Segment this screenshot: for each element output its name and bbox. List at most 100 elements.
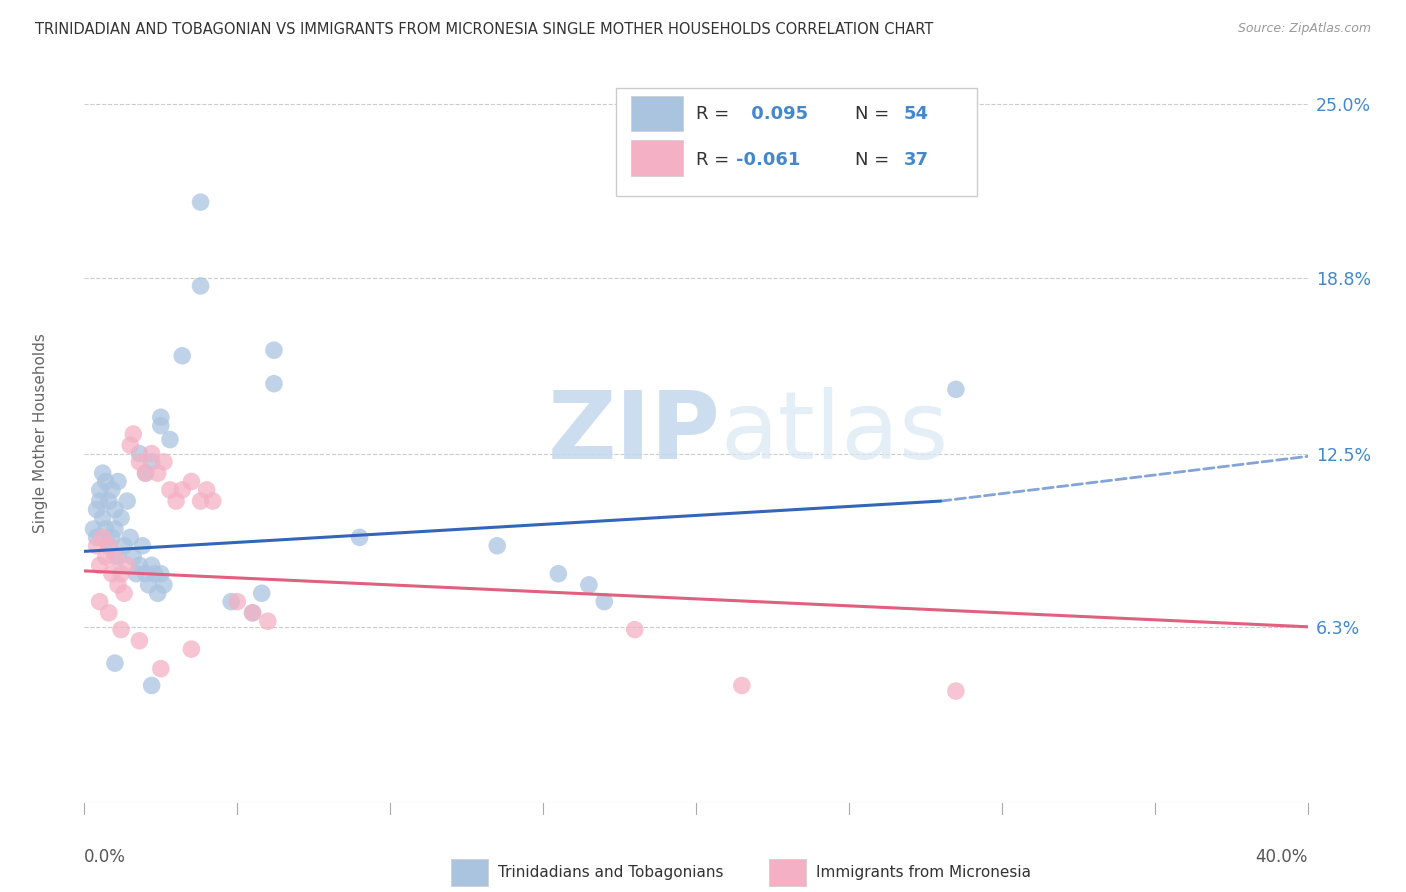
Point: [486, 539, 509, 553]
Point: [149, 662, 172, 676]
Point: [141, 558, 163, 573]
Point: [190, 494, 212, 508]
Point: [101, 483, 124, 497]
Point: [180, 475, 202, 489]
Point: [115, 558, 138, 573]
Point: [141, 455, 163, 469]
Point: [146, 466, 169, 480]
Point: [159, 483, 181, 497]
Point: [107, 549, 129, 564]
Text: R =: R =: [696, 151, 735, 169]
Text: 0.095: 0.095: [745, 104, 808, 122]
Point: [110, 566, 132, 581]
Text: ZIP: ZIP: [547, 386, 720, 479]
Point: [107, 475, 129, 489]
Text: N =: N =: [855, 151, 896, 169]
Point: [547, 566, 569, 581]
Point: [97, 606, 120, 620]
Point: [128, 633, 150, 648]
Point: [945, 382, 967, 396]
Point: [135, 566, 157, 581]
Point: [201, 494, 224, 508]
Point: [128, 455, 150, 469]
Point: [112, 586, 135, 600]
Point: [190, 195, 212, 210]
Text: Trinidadians and Tobagonians: Trinidadians and Tobagonians: [498, 865, 723, 880]
Point: [91, 466, 114, 480]
Point: [250, 586, 273, 600]
Point: [91, 530, 114, 544]
Point: [141, 678, 163, 692]
Point: [195, 483, 218, 497]
Point: [135, 466, 157, 480]
Point: [180, 642, 202, 657]
Point: [153, 578, 176, 592]
Point: [110, 623, 132, 637]
Point: [257, 614, 280, 628]
Text: R =: R =: [696, 104, 735, 122]
Point: [593, 594, 616, 608]
Point: [263, 343, 285, 358]
Point: [349, 530, 371, 544]
Point: [101, 566, 124, 581]
FancyBboxPatch shape: [631, 140, 682, 176]
Point: [172, 349, 194, 363]
Point: [172, 483, 194, 497]
Point: [89, 483, 111, 497]
Point: [190, 279, 212, 293]
Point: [115, 494, 138, 508]
Point: [104, 502, 127, 516]
Point: [94, 475, 117, 489]
Point: [624, 623, 647, 637]
Point: [131, 539, 153, 553]
Point: [101, 530, 124, 544]
Point: [94, 549, 117, 564]
Text: Source: ZipAtlas.com: Source: ZipAtlas.com: [1237, 22, 1371, 36]
Point: [242, 606, 264, 620]
Text: TRINIDADIAN AND TOBAGONIAN VS IMMIGRANTS FROM MICRONESIA SINGLE MOTHER HOUSEHOLD: TRINIDADIAN AND TOBAGONIAN VS IMMIGRANTS…: [35, 22, 934, 37]
FancyBboxPatch shape: [769, 859, 806, 886]
Point: [110, 511, 132, 525]
Point: [125, 566, 148, 581]
Text: Single Mother Households: Single Mother Households: [32, 333, 48, 533]
Point: [731, 678, 754, 692]
Text: 0.0%: 0.0%: [84, 847, 127, 865]
Text: atlas: atlas: [720, 386, 949, 479]
Text: 37: 37: [904, 151, 929, 169]
Text: 40.0%: 40.0%: [1256, 847, 1308, 865]
Point: [153, 455, 176, 469]
Point: [104, 522, 127, 536]
Point: [135, 466, 157, 480]
Point: [97, 539, 120, 553]
Point: [149, 410, 172, 425]
Point: [120, 530, 142, 544]
Point: [86, 502, 108, 516]
Point: [107, 578, 129, 592]
Point: [112, 539, 135, 553]
Point: [141, 446, 163, 460]
Point: [242, 606, 264, 620]
Point: [219, 594, 242, 608]
Point: [128, 558, 150, 573]
Point: [97, 539, 120, 553]
Point: [165, 494, 187, 508]
Point: [94, 522, 117, 536]
Point: [263, 376, 285, 391]
Point: [86, 539, 108, 553]
Point: [120, 438, 142, 452]
Point: [146, 586, 169, 600]
Point: [89, 594, 111, 608]
Point: [122, 427, 145, 442]
Point: [578, 578, 600, 592]
Point: [83, 522, 105, 536]
Point: [97, 494, 120, 508]
FancyBboxPatch shape: [616, 88, 977, 195]
Point: [143, 566, 166, 581]
Text: -0.061: -0.061: [737, 151, 800, 169]
Point: [122, 549, 145, 564]
Point: [138, 578, 160, 592]
Point: [89, 494, 111, 508]
Point: [159, 433, 181, 447]
Point: [945, 684, 967, 698]
FancyBboxPatch shape: [451, 859, 488, 886]
